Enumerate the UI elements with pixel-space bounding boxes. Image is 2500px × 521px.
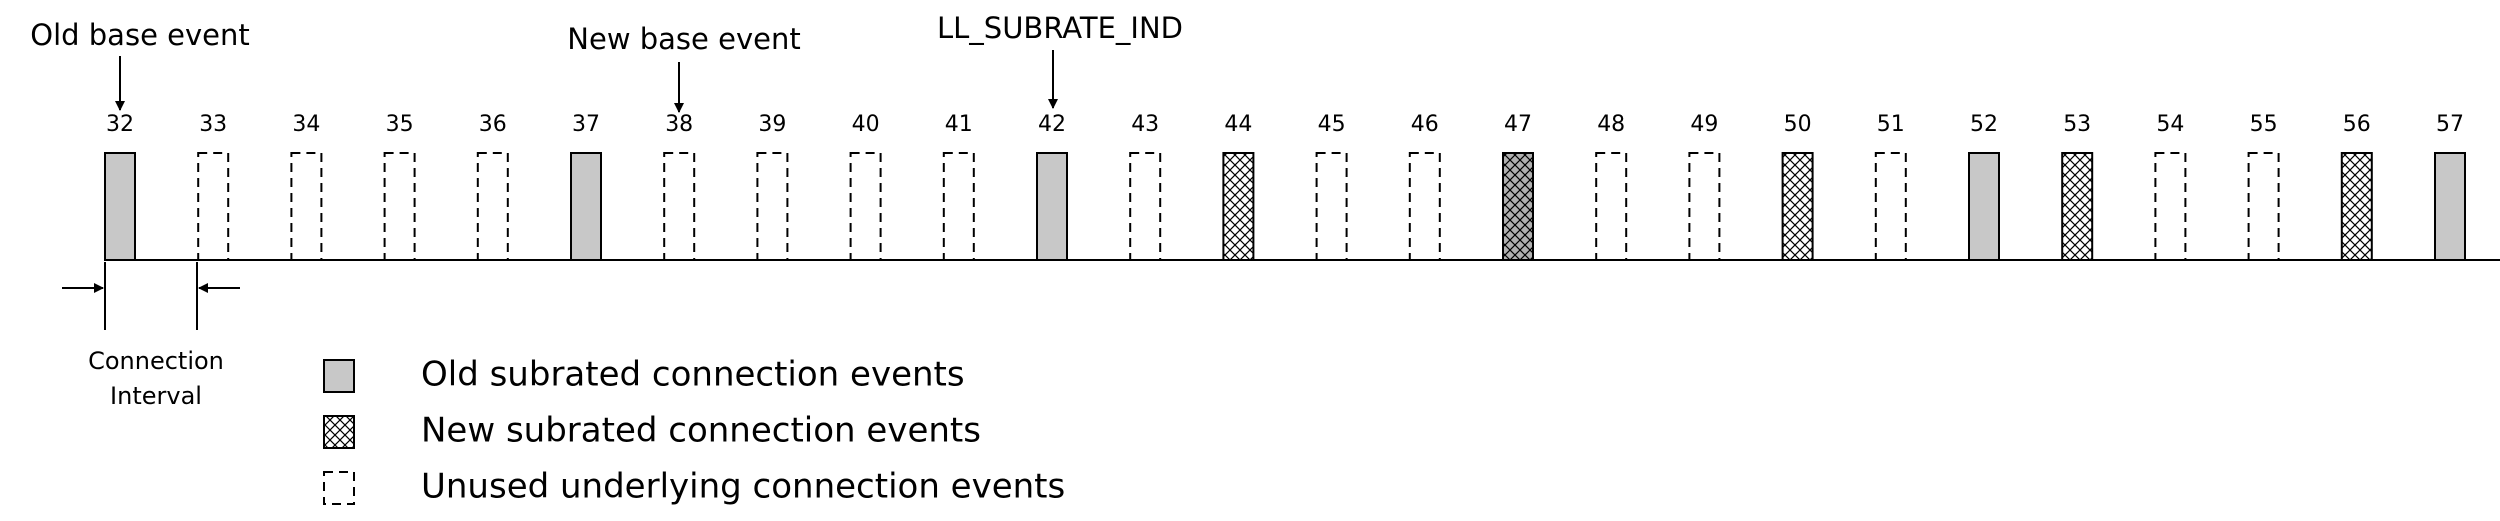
event-number: 49 xyxy=(1690,112,1718,137)
event-box xyxy=(849,152,882,261)
event-number: 32 xyxy=(106,112,134,137)
event-number: 42 xyxy=(1038,112,1066,137)
event-number: 50 xyxy=(1784,112,1812,137)
event-box xyxy=(2247,152,2280,261)
event-box xyxy=(290,152,323,261)
event-number: 47 xyxy=(1504,112,1532,137)
event-box xyxy=(1595,152,1628,261)
legend-text: New subrated connection events xyxy=(421,411,981,451)
event-box xyxy=(197,152,230,261)
event-box xyxy=(2061,152,2094,261)
event-box xyxy=(1781,152,1814,261)
legend-text: Old subrated connection events xyxy=(421,355,965,395)
event-number: 36 xyxy=(479,112,507,137)
legend-icon xyxy=(323,415,355,449)
old-base-label: Old base event xyxy=(30,18,249,52)
event-number: 46 xyxy=(1411,112,1439,137)
event-number: 44 xyxy=(1224,112,1252,137)
event-box xyxy=(756,152,789,261)
event-number: 55 xyxy=(2250,112,2278,137)
event-box xyxy=(1222,152,1255,261)
event-box xyxy=(570,152,602,261)
legend-icon xyxy=(323,471,355,505)
event-box xyxy=(663,152,696,261)
event-box xyxy=(1968,152,2000,261)
event-box xyxy=(383,152,416,261)
event-number: 51 xyxy=(1877,112,1905,137)
event-box xyxy=(1502,152,1534,261)
new-base-label: New base event xyxy=(567,22,800,56)
event-number: 37 xyxy=(572,112,600,137)
event-number: 48 xyxy=(1597,112,1625,137)
subrate-ind-label: LL_SUBRATE_IND xyxy=(937,11,1183,45)
event-box xyxy=(104,152,136,261)
event-number: 34 xyxy=(292,112,320,137)
event-box xyxy=(1688,152,1721,261)
event-box xyxy=(1408,152,1441,261)
legend-icon xyxy=(323,359,355,393)
event-number: 39 xyxy=(758,112,786,137)
legend-text: Unused underlying connection events xyxy=(421,467,1065,507)
event-number: 35 xyxy=(386,112,414,137)
event-box xyxy=(2154,152,2187,261)
event-box xyxy=(1036,152,1068,261)
event-number: 41 xyxy=(945,112,973,137)
event-number: 53 xyxy=(2063,112,2091,137)
event-box xyxy=(2340,152,2373,261)
event-number: 43 xyxy=(1131,112,1159,137)
event-number: 52 xyxy=(1970,112,1998,137)
event-box xyxy=(1315,152,1348,261)
event-number: 38 xyxy=(665,112,693,137)
event-box xyxy=(1129,152,1162,261)
event-number: 57 xyxy=(2436,112,2464,137)
event-box xyxy=(2434,152,2466,261)
interval-label: Interval xyxy=(110,382,202,410)
event-box xyxy=(942,152,975,261)
event-box xyxy=(476,152,509,261)
event-number: 33 xyxy=(199,112,227,137)
event-number: 40 xyxy=(852,112,880,137)
event-number: 54 xyxy=(2156,112,2184,137)
event-number: 45 xyxy=(1318,112,1346,137)
event-box xyxy=(1874,152,1907,261)
interval-label: Connection xyxy=(88,347,224,375)
event-number: 56 xyxy=(2343,112,2371,137)
